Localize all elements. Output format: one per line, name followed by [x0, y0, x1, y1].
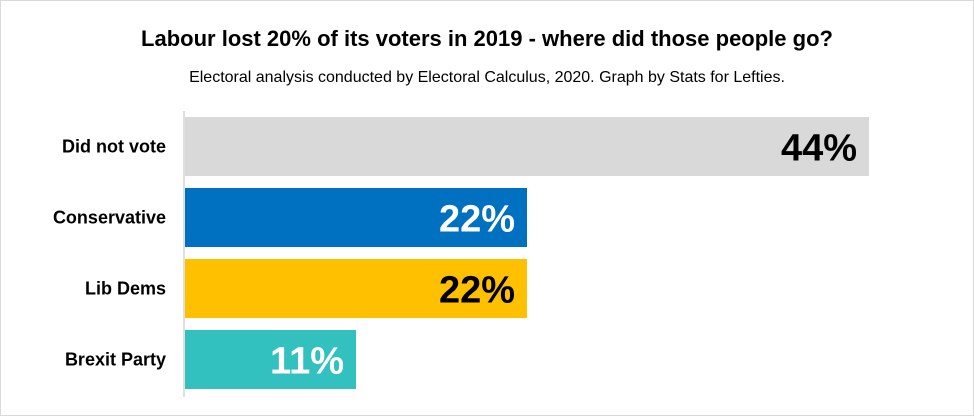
- bar-conservative: [185, 188, 527, 247]
- category-label: Lib Dems: [85, 279, 166, 299]
- data-label: 22%: [439, 199, 515, 241]
- chart-subtitle: Electoral analysis conducted by Electora…: [189, 69, 785, 86]
- bar-did-not-vote: [185, 117, 869, 176]
- data-label: 22%: [439, 270, 515, 312]
- data-label: 44%: [781, 128, 857, 170]
- data-label: 11%: [270, 341, 344, 383]
- category-label: Conservative: [53, 208, 166, 228]
- chart-title: Labour lost 20% of its voters in 2019 - …: [141, 26, 833, 51]
- category-label: Brexit Party: [65, 350, 166, 370]
- bar-brexit-party: [185, 330, 356, 389]
- bar-lib-dems: [185, 259, 527, 318]
- category-label: Did not vote: [62, 137, 166, 157]
